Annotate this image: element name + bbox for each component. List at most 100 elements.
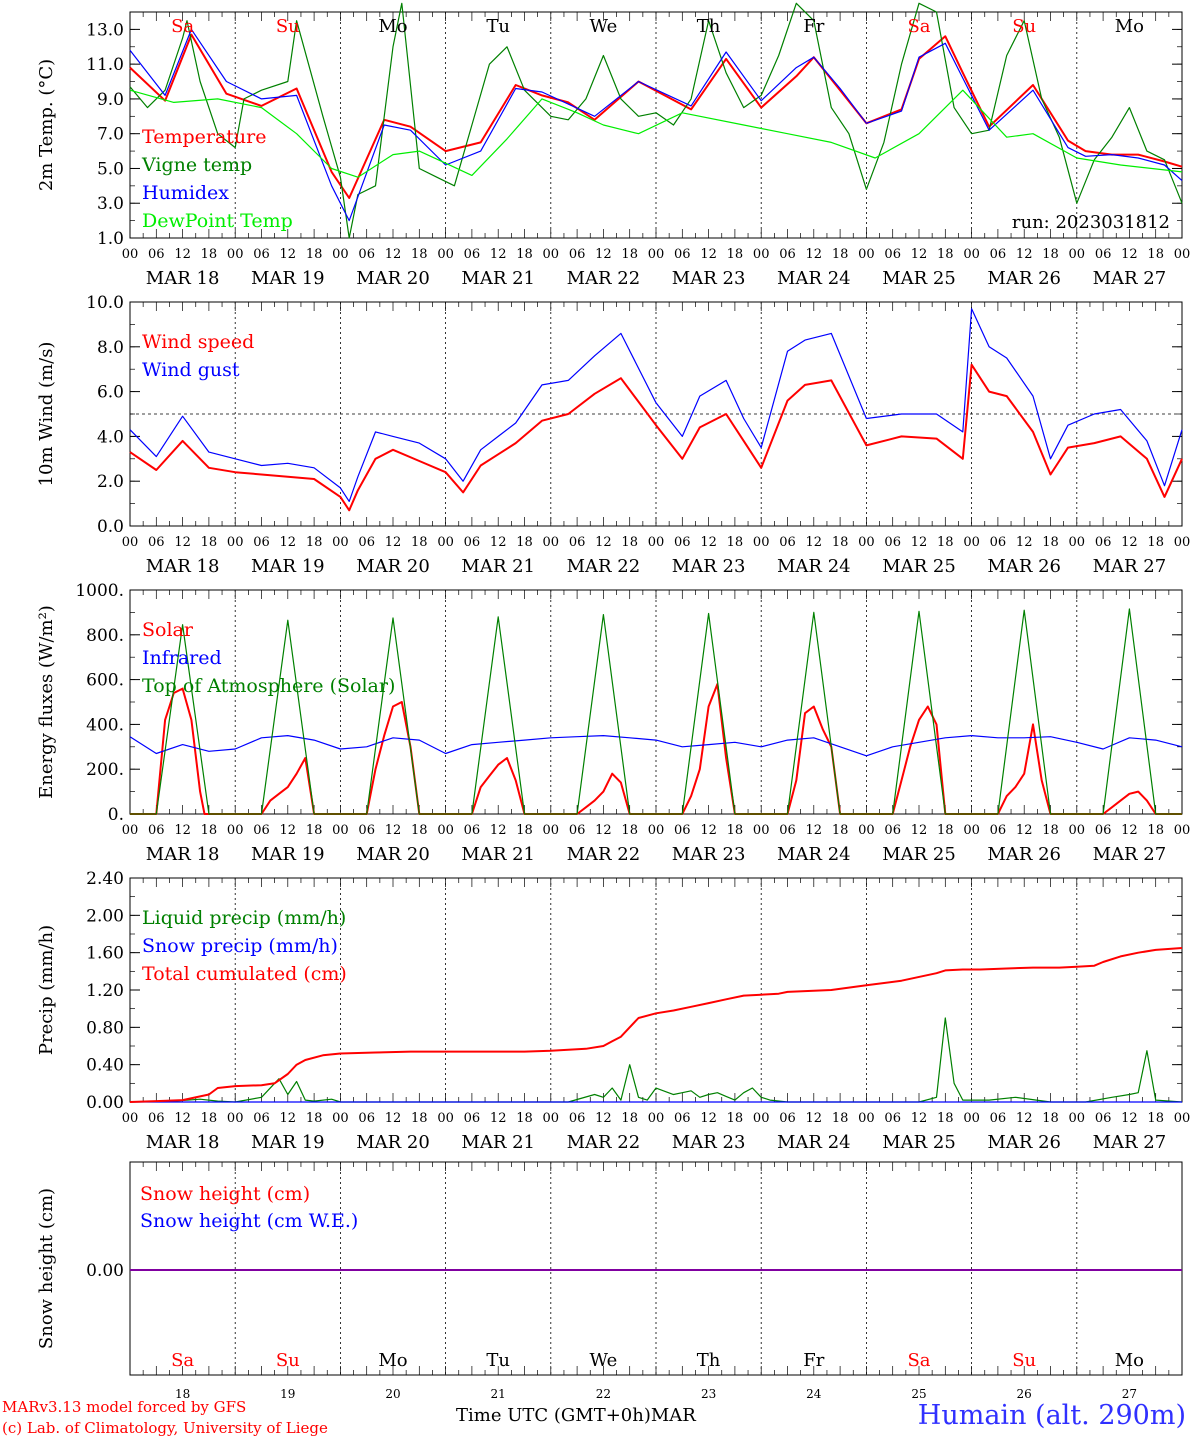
series-line-2 [129, 735, 1183, 757]
weekday-label: Tu [486, 1350, 510, 1371]
x-hour-label: 06 [358, 535, 375, 550]
day-number: 23 [701, 1387, 716, 1401]
x-hour-label: 18 [201, 247, 218, 262]
day-number: 19 [280, 1387, 295, 1401]
x-hour-label: 00 [858, 823, 875, 838]
x-hour-label: 00 [227, 1111, 244, 1126]
x-hour-label: 06 [148, 1111, 165, 1126]
x-hour-label: 12 [1016, 1111, 1033, 1126]
x-hour-label: 18 [727, 1111, 744, 1126]
x-hour-label: 00 [1174, 247, 1191, 262]
x-hour-label: 00 [1174, 823, 1191, 838]
x-hour-label: 06 [1095, 823, 1112, 838]
x-day-label: MAR 22 [567, 844, 641, 865]
x-hour-label: 00 [332, 535, 349, 550]
x-day-label: MAR 27 [1093, 844, 1167, 865]
x-day-label: MAR 21 [461, 556, 535, 577]
x-hour-label: 00 [543, 1111, 560, 1126]
weekday-label: Th [697, 16, 721, 37]
day-number: 25 [911, 1387, 926, 1401]
x-hour-label: 18 [937, 823, 954, 838]
x-day-label: MAR 26 [987, 556, 1061, 577]
x-hour-label: 18 [201, 1111, 218, 1126]
x-hour-label: 06 [464, 535, 481, 550]
x-hour-label: 18 [516, 535, 533, 550]
weekday-label: Sa [171, 16, 194, 37]
x-hour-label: 00 [227, 823, 244, 838]
x-hour-label: 00 [437, 823, 454, 838]
x-hour-label: 06 [148, 535, 165, 550]
x-day-label: MAR 19 [251, 268, 325, 289]
x-hour-label: 06 [674, 823, 691, 838]
x-hour-label: 00 [963, 823, 980, 838]
x-hour-label: 00 [1069, 535, 1086, 550]
y-axis-title: 10m Wind (m/s) [36, 342, 57, 487]
panel-5: 0.00 Snow height (cm) Snow height (cm) Snow… [36, 1161, 1183, 1401]
x-hour-label: 12 [595, 535, 612, 550]
x-day-label: MAR 19 [251, 1132, 325, 1153]
y-tick-label: 800. [86, 626, 124, 646]
legend-entry: Solar [142, 619, 194, 641]
day-number: 26 [1017, 1387, 1032, 1401]
x-hour-label: 00 [753, 247, 770, 262]
weekday-label: Fr [803, 1350, 824, 1371]
x-hour-label: 00 [858, 247, 875, 262]
weekday-label: Mo [1115, 16, 1144, 37]
x-hour-label: 12 [1016, 247, 1033, 262]
x-hour-label: 12 [700, 247, 717, 262]
x-hour-label: 18 [411, 247, 428, 262]
y-tick-label: 600. [86, 671, 124, 691]
x-hour-label: 12 [1121, 247, 1138, 262]
credit-lab: (c) Lab. of Climatology, University of L… [2, 1419, 328, 1437]
weekday-label: Tu [486, 16, 510, 37]
x-hour-label: 00 [648, 535, 665, 550]
x-hour-label: 06 [569, 247, 586, 262]
x-hour-label: 00 [332, 247, 349, 262]
x-hour-label: 06 [464, 247, 481, 262]
x-day-label: MAR 21 [461, 1132, 535, 1153]
series-line-4 [129, 89, 1183, 178]
x-hour-label: 18 [516, 247, 533, 262]
x-hour-label: 18 [201, 823, 218, 838]
x-hour-label: 18 [621, 247, 638, 262]
x-hour-label: 00 [753, 823, 770, 838]
x-axis-title-text: Time UTC (GMT+0h) [456, 1405, 651, 1426]
legend-entry: Wind speed [142, 331, 254, 353]
run-label: run: 2023031812 [1012, 212, 1170, 233]
x-hour-label: 12 [1121, 823, 1138, 838]
x-hour-label: 12 [911, 823, 928, 838]
x-hour-label: 12 [806, 823, 823, 838]
x-hour-label: 00 [963, 1111, 980, 1126]
x-day-label: MAR 26 [987, 268, 1061, 289]
day-number: 20 [385, 1387, 400, 1401]
x-hour-label: 06 [779, 1111, 796, 1126]
x-hour-label: 18 [1042, 823, 1059, 838]
x-day-label: MAR 23 [672, 1132, 746, 1153]
x-day-label: MAR 26 [987, 1132, 1061, 1153]
x-axis-title: Time UTC (GMT+0h)MAR [456, 1405, 696, 1426]
x-hour-label: 06 [990, 535, 1007, 550]
legend-entry: Wind gust [142, 359, 240, 381]
x-day-label: MAR 20 [356, 556, 430, 577]
x-hour-label: 06 [569, 1111, 586, 1126]
panel-2: 0.0 2.0 4.0 6.0 8.0 10.0 10m Wind (m/s) Wind sp… [36, 293, 1190, 577]
y-tick-label: 5.0 [97, 159, 124, 179]
x-hour-label: 18 [516, 1111, 533, 1126]
legend-entry: Snow precip (mm/h) [142, 935, 338, 957]
x-day-label: MAR 24 [777, 844, 851, 865]
x-hour-label: 12 [911, 535, 928, 550]
x-hour-label: 18 [1147, 535, 1164, 550]
x-hour-label: 00 [543, 535, 560, 550]
y-tick-label: 2.40 [86, 869, 124, 889]
x-hour-label: 12 [174, 823, 191, 838]
x-hour-label: 12 [280, 1111, 297, 1126]
x-day-label: MAR 22 [567, 268, 641, 289]
x-hour-label: 18 [832, 247, 849, 262]
x-hour-label: 06 [779, 535, 796, 550]
y-tick-label: 1.60 [86, 944, 124, 964]
x-hour-label: 06 [990, 247, 1007, 262]
x-hour-label: 00 [963, 247, 980, 262]
x-day-label: MAR 20 [356, 844, 430, 865]
series-line-1 [130, 683, 1182, 815]
x-hour-label: 06 [358, 1111, 375, 1126]
